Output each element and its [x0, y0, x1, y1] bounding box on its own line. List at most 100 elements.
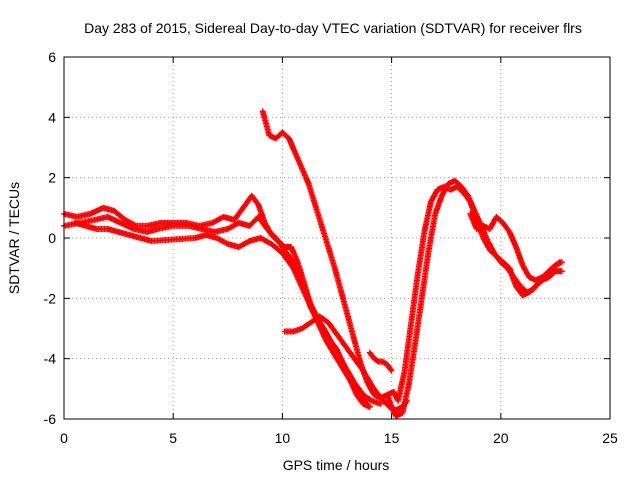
- data-point-segment: [342, 343, 357, 361]
- data-point-segment: [360, 391, 374, 404]
- data-point-segment: [510, 274, 523, 288]
- data-point-segment: [192, 232, 208, 241]
- data-point-segment: [122, 216, 138, 229]
- data-point-segment: [506, 228, 519, 249]
- data-point-segment: [384, 361, 394, 373]
- data-point-segment: [377, 394, 392, 409]
- x-tick-label: 5: [169, 430, 177, 446]
- data-point-segment: [412, 293, 425, 344]
- chart-title: Day 283 of 2015, Sidereal Day-to-day VTE…: [84, 20, 582, 36]
- y-tick-label: 4: [48, 109, 56, 125]
- y-axis-label: SDTVAR / TECUs: [6, 182, 22, 294]
- data-point-segment: [325, 319, 340, 337]
- data-point-segment: [91, 214, 110, 223]
- y-tick-label: 0: [48, 230, 56, 246]
- data-point-segment: [111, 207, 127, 222]
- x-tick-label: 20: [493, 430, 509, 446]
- data-point-segment: [545, 269, 558, 281]
- data-point: [366, 403, 373, 410]
- data-point-segment: [334, 355, 351, 379]
- data-point-segment: [351, 337, 364, 367]
- data-point-segment: [344, 313, 358, 343]
- data-point-segment: [530, 278, 543, 293]
- data-point: [558, 268, 565, 275]
- data-point-segment: [87, 205, 106, 217]
- data-point-segment: [325, 244, 338, 270]
- x-tick-label: 10: [275, 430, 291, 446]
- data-point-segment: [115, 228, 132, 238]
- data-point-segment: [285, 135, 298, 156]
- data-point: [377, 400, 384, 407]
- data-point-segment: [316, 313, 331, 325]
- data-point-segment: [545, 263, 558, 275]
- data-point-segment: [467, 210, 480, 231]
- data-point-segment: [323, 337, 340, 361]
- data-point-segment: [290, 265, 307, 294]
- data-point-segment: [379, 358, 390, 367]
- data-point-segment: [519, 262, 532, 279]
- data-point-segment: [299, 320, 313, 332]
- data-point-segment: [334, 331, 348, 349]
- data-point-segment: [399, 399, 410, 410]
- data-point-segment: [148, 235, 197, 245]
- y-tick-label: 2: [48, 170, 56, 186]
- data-point-segment: [344, 373, 362, 397]
- data-point-segment: [325, 334, 340, 355]
- data-point-segment: [292, 150, 305, 171]
- data-point-segment: [240, 193, 254, 211]
- data-point-segment: [338, 289, 351, 318]
- data-point-segment: [279, 250, 296, 270]
- data-point-segment: [331, 265, 344, 294]
- data-point-segment: [257, 235, 274, 247]
- data-point-segment: [170, 222, 190, 229]
- data-point: [403, 397, 410, 404]
- data-point-segment: [371, 355, 381, 364]
- series-track-7: [281, 313, 410, 413]
- data-point-segment: [281, 247, 296, 264]
- series-track-2: [61, 213, 384, 407]
- x-tick-label: 15: [384, 430, 400, 446]
- data-point-segment: [425, 212, 438, 254]
- data-point-segment: [438, 182, 451, 199]
- series-track-5: [384, 177, 563, 419]
- data-point-segment: [235, 238, 252, 251]
- data-point-segment: [458, 183, 471, 198]
- data-point-segment: [406, 339, 419, 386]
- data-point-segment: [213, 235, 230, 247]
- x-axis-label: GPS time / hours: [283, 457, 390, 473]
- series-track-8: [366, 349, 395, 374]
- data-point-segment: [493, 213, 505, 225]
- data-point-segment: [419, 248, 432, 299]
- y-tick-label: -4: [44, 351, 57, 367]
- data-point: [388, 367, 395, 374]
- data-point-segment: [288, 244, 301, 264]
- data-point-segment: [451, 177, 464, 189]
- data-point-segment: [499, 219, 512, 234]
- data-point-segment: [427, 188, 440, 205]
- data-point-segment: [154, 223, 175, 232]
- data-points: [61, 108, 565, 419]
- data-point-segment: [279, 129, 291, 141]
- data-point-segment: [465, 192, 477, 213]
- data-point-segment: [513, 283, 525, 298]
- y-tick-label: -6: [44, 411, 57, 427]
- axis-ticks: 0 5 10 15 20 25 -6 -4 -2 0 2 4 6: [44, 49, 618, 446]
- data-point-segment: [513, 244, 526, 267]
- data-point-segment: [471, 207, 484, 228]
- data-point-segment: [305, 180, 318, 207]
- data-point-segment: [360, 367, 375, 388]
- data-point-segment: [504, 265, 516, 279]
- series-track-6: [467, 210, 565, 284]
- data-point-segment: [301, 289, 318, 319]
- data-point: [558, 259, 565, 266]
- data-point-segment: [484, 238, 497, 255]
- x-tick-label: 0: [60, 430, 68, 446]
- grid-lines: [64, 57, 610, 419]
- data-point-segment: [368, 382, 383, 400]
- data-point-segment: [231, 206, 246, 223]
- y-tick-label: 6: [48, 49, 56, 65]
- data-point-segment: [539, 269, 551, 281]
- data-point-segment: [312, 201, 325, 228]
- data-point-segment: [137, 235, 153, 244]
